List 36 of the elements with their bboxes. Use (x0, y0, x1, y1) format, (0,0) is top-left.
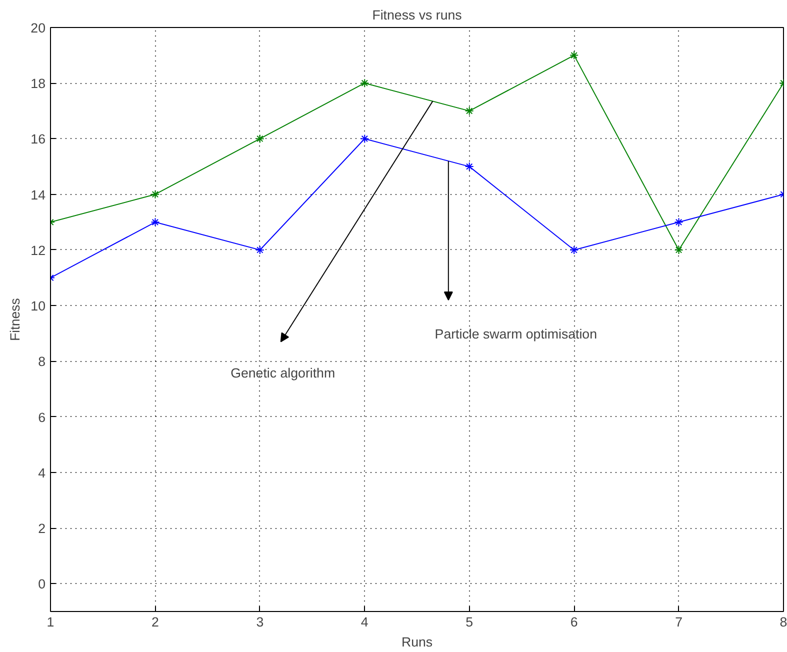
point (150, 218, 160, 227)
x-tick-label: 6 (570, 614, 578, 630)
y-tick-label: 6 (38, 410, 46, 425)
point (570, 50, 579, 60)
y-tick-label: 14 (30, 187, 46, 202)
x-tick-label: 7 (675, 614, 682, 630)
point (674, 218, 684, 227)
point (150, 190, 160, 199)
point (464, 162, 474, 172)
point (360, 78, 370, 88)
annotation: Genetic algorithm (230, 366, 336, 381)
point (360, 134, 370, 144)
x-tick-label: 4 (360, 614, 369, 630)
point (674, 245, 684, 254)
x-tick-label: 8 (780, 614, 787, 630)
y-axis-title: Fitness (8, 298, 23, 341)
y-tick-label: 10 (30, 298, 46, 314)
y-tick-label: 4 (38, 465, 46, 480)
y-tick-label: 16 (30, 132, 46, 147)
y-tick-label: 18 (30, 76, 46, 92)
chart-title: Fitness vs runs (372, 8, 462, 22)
y-tick-label: 2 (38, 521, 46, 536)
y-tick-label: 0 (38, 576, 46, 592)
x-tick-label: 2 (152, 614, 159, 630)
x-tick-label: 1 (46, 614, 54, 630)
point (570, 245, 579, 254)
y-tick-label: 8 (38, 354, 46, 370)
y-tick-label: 12 (30, 242, 46, 258)
x-tick-label: 5 (466, 614, 474, 630)
point (464, 106, 474, 116)
point (255, 245, 264, 254)
y-tick-label: 20 (30, 20, 46, 36)
annotation: Particle swarm optimisation (434, 326, 598, 342)
x-axis-title: Runs (401, 634, 433, 650)
x-tick-label: 3 (256, 614, 264, 630)
point (255, 134, 264, 144)
